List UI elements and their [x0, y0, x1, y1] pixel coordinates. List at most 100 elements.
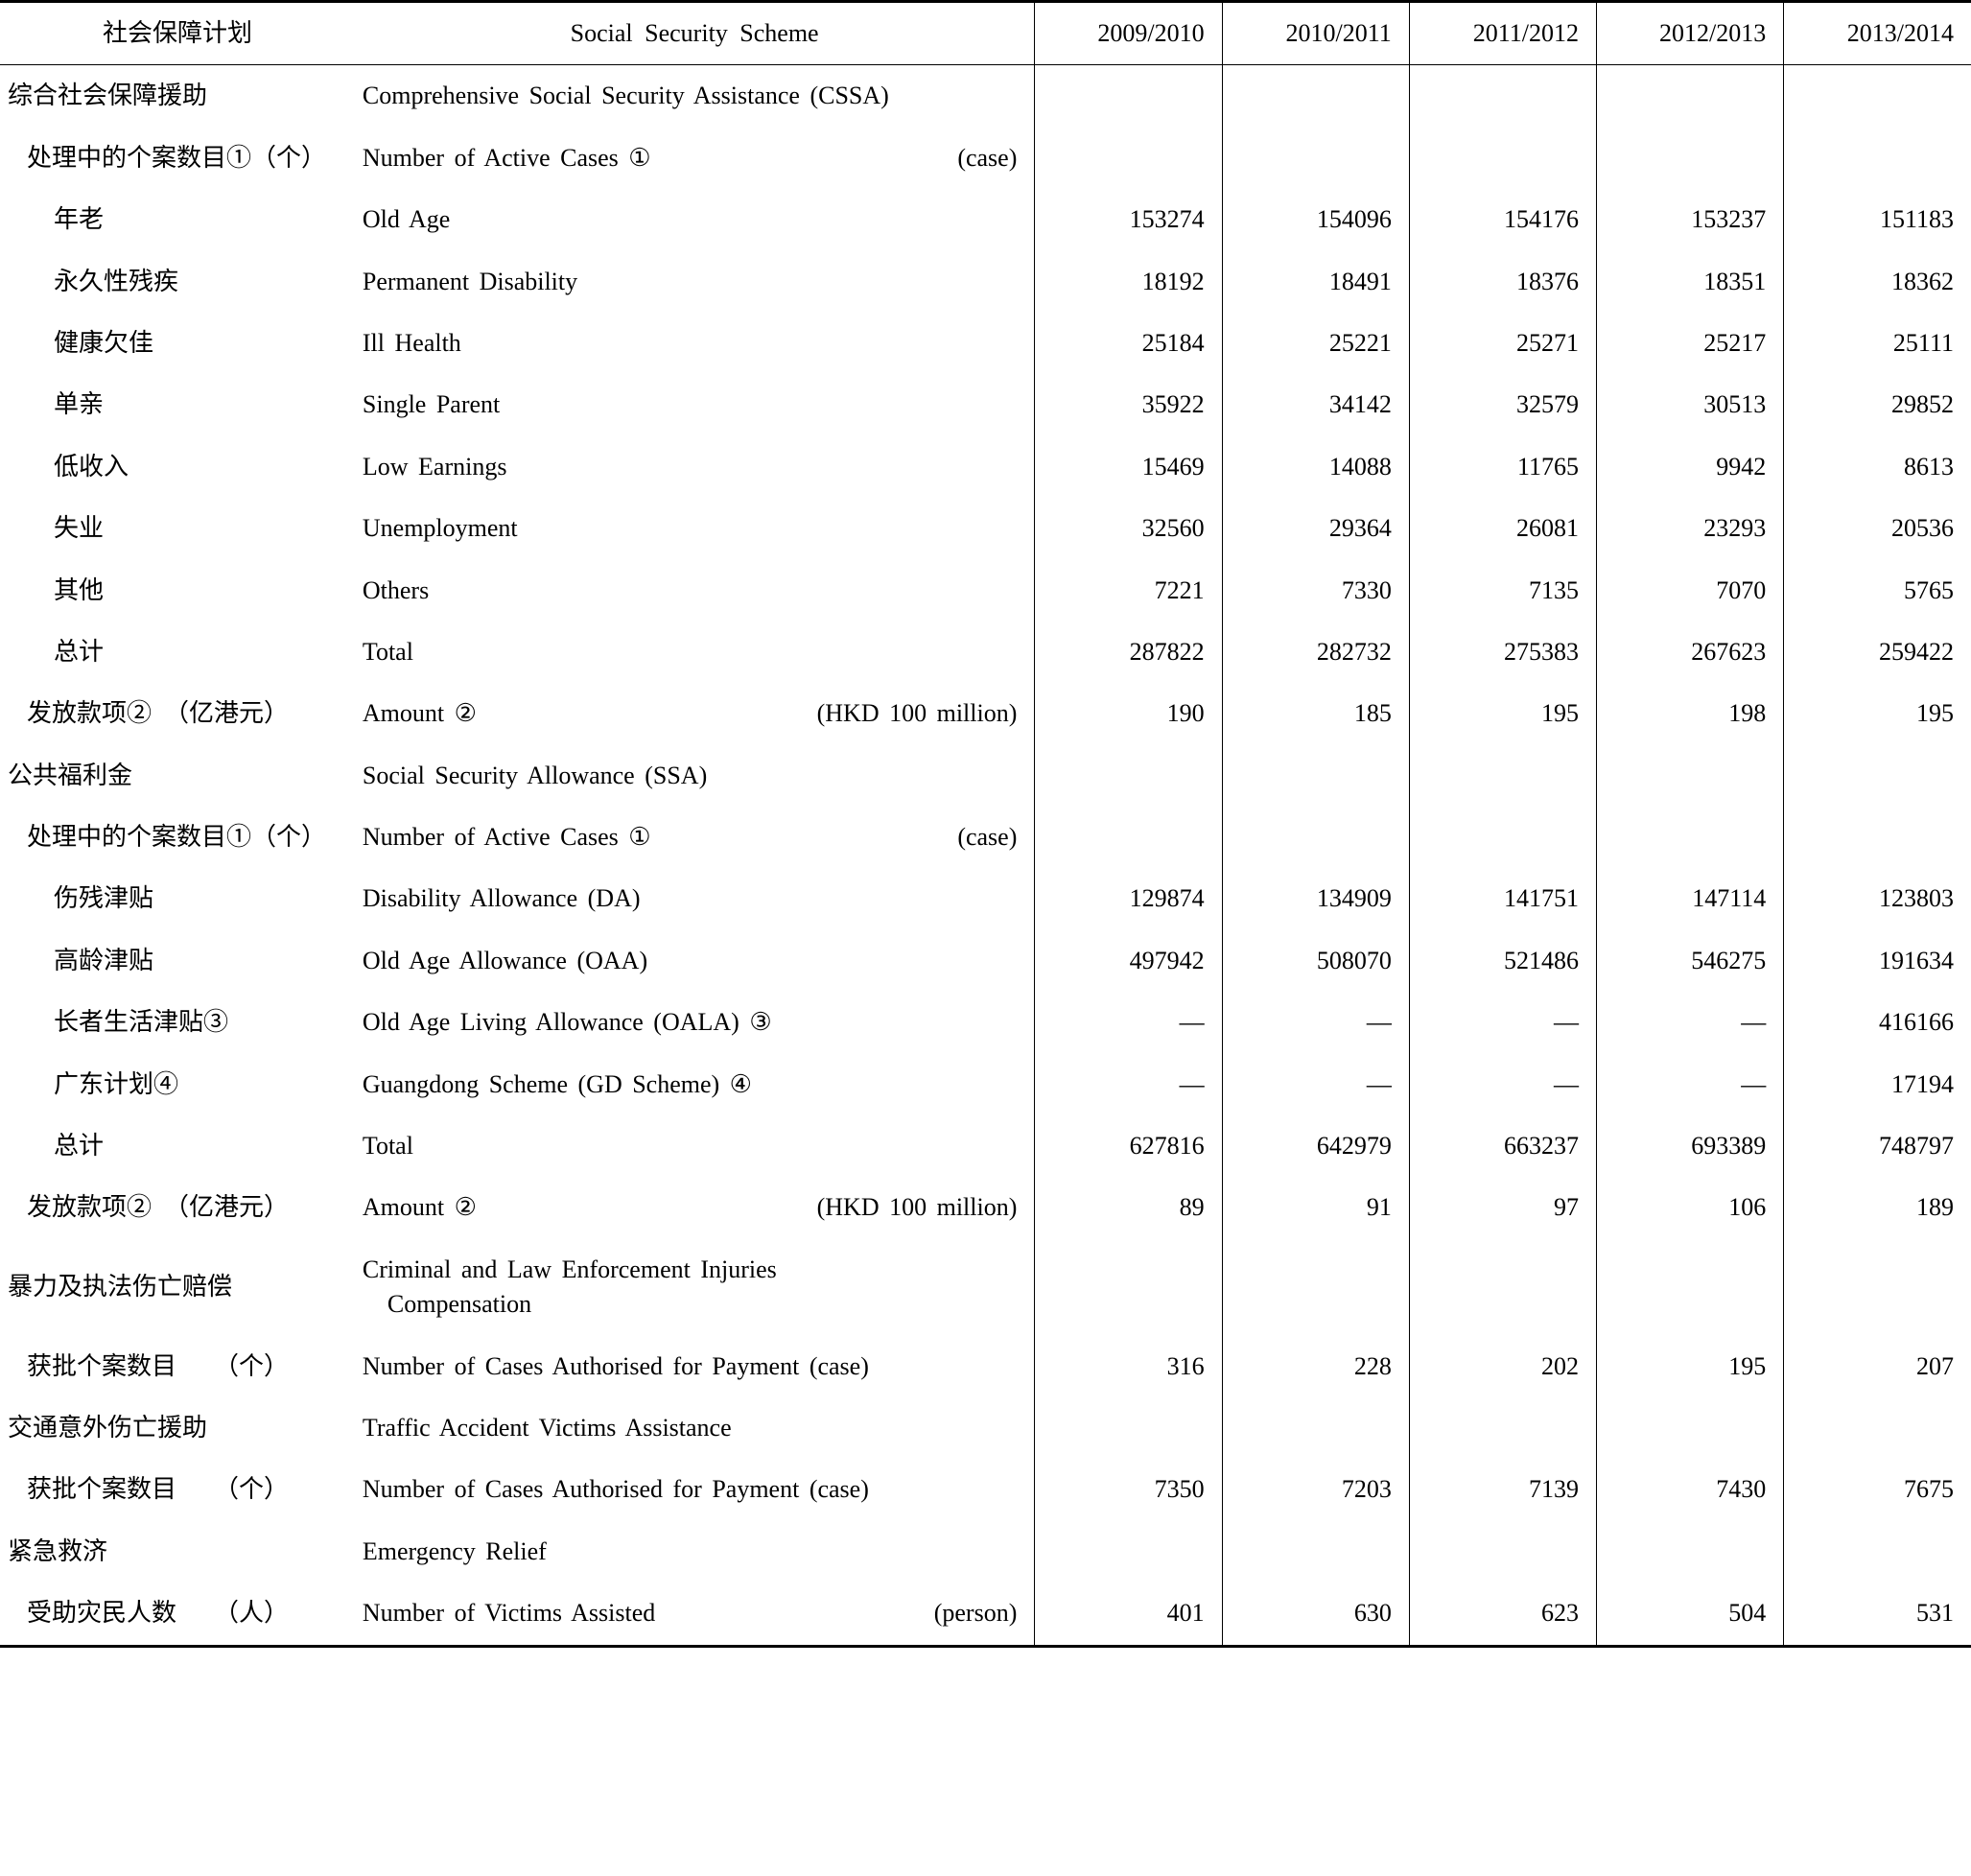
table-row: 伤残津贴Disability Allowance (DA)12987413490…	[0, 868, 1971, 929]
row-label-en: Traffic Accident Victims Assistance	[355, 1397, 1035, 1459]
row-label-en: Single Parent	[355, 374, 1035, 435]
cell-value: 521486	[1409, 930, 1596, 992]
table-row: 长者生活津贴③Old Age Living Allowance (OALA) ③…	[0, 992, 1971, 1053]
table-row: 发放款项② （亿港元）Amount ②(HKD 100 million)8991…	[0, 1177, 1971, 1238]
row-label-en-text: Number of Active Cases ①	[363, 144, 651, 172]
cell-value: 153237	[1597, 189, 1784, 250]
cell-value	[1035, 128, 1222, 189]
header-year-0: 2009/2010	[1035, 2, 1222, 65]
row-label-en: Number of Active Cases ① (case)	[355, 807, 1035, 868]
row-label-en: Old Age	[355, 189, 1035, 250]
cell-value: 123803	[1784, 868, 1971, 929]
cell-value: 7203	[1222, 1459, 1409, 1520]
table-row: 交通意外伤亡援助Traffic Accident Victims Assista…	[0, 1397, 1971, 1459]
row-label-en: Number of Active Cases ① (case)	[355, 128, 1035, 189]
row-unit-en: (case)	[957, 141, 1026, 176]
header-scheme-en: Social Security Scheme	[355, 2, 1035, 65]
cell-value: —	[1597, 992, 1784, 1053]
cell-value: 228	[1222, 1336, 1409, 1397]
cell-value: 623	[1409, 1583, 1596, 1646]
cell-value: 35922	[1035, 374, 1222, 435]
cell-value: 25111	[1784, 313, 1971, 374]
header-year-2: 2011/2012	[1409, 2, 1596, 65]
cell-value: 185	[1222, 683, 1409, 744]
cell-value: 497942	[1035, 930, 1222, 992]
row-unit-en: (person)	[934, 1596, 1027, 1630]
cell-value: 282732	[1222, 621, 1409, 683]
cell-value	[1597, 1397, 1784, 1459]
cell-value: 8613	[1784, 436, 1971, 498]
cell-value: 663237	[1409, 1115, 1596, 1177]
cell-value: 154096	[1222, 189, 1409, 250]
row-label-en: Number of Victims Assisted (person)	[355, 1583, 1035, 1646]
cell-value: —	[1409, 992, 1596, 1053]
row-label-en: Emergency Relief	[355, 1521, 1035, 1583]
row-label-cn: 受助灾民人数 （人）	[0, 1583, 355, 1646]
table-header: 社会保障计划 Social Security Scheme 2009/2010 …	[0, 2, 1971, 65]
row-label-en: Permanent Disability	[355, 251, 1035, 313]
cell-value	[1035, 1397, 1222, 1459]
row-label-cn: 处理中的个案数目①（个）	[0, 807, 355, 868]
cell-value: 190	[1035, 683, 1222, 744]
row-label-cn: 高龄津贴	[0, 930, 355, 992]
cell-value: 147114	[1597, 868, 1784, 929]
row-unit-en: (case)	[957, 820, 1026, 855]
cell-value: 20536	[1784, 498, 1971, 559]
cell-value	[1035, 807, 1222, 868]
row-label-cn: 总计	[0, 621, 355, 683]
row-label-en: Disability Allowance (DA)	[355, 868, 1035, 929]
cell-value: 91	[1222, 1177, 1409, 1238]
table-row: 获批个案数目 （个）Number of Cases Authorised for…	[0, 1459, 1971, 1520]
table-row: 受助灾民人数 （人） Number of Victims Assisted (per…	[0, 1583, 1971, 1646]
cell-value	[1409, 1239, 1596, 1336]
cell-value: 259422	[1784, 621, 1971, 683]
row-label-cn: 暴力及执法伤亡赔偿	[0, 1239, 355, 1336]
cell-value	[1597, 807, 1784, 868]
row-label-en-text: Number of Victims Assisted	[363, 1599, 655, 1627]
row-label-en: Unemployment	[355, 498, 1035, 559]
cell-value: 11765	[1409, 436, 1596, 498]
row-label-cn: 发放款项② （亿港元）	[0, 1177, 355, 1238]
cell-value: 97	[1409, 1177, 1596, 1238]
cell-value: 5765	[1784, 560, 1971, 621]
cell-value: 25271	[1409, 313, 1596, 374]
cell-value	[1409, 1521, 1596, 1583]
row-label-cn: 年老	[0, 189, 355, 250]
cell-value: —	[1035, 1054, 1222, 1115]
cell-value: 154176	[1409, 189, 1596, 250]
table-row: 总计Total287822282732275383267623259422	[0, 621, 1971, 683]
cell-value: 7330	[1222, 560, 1409, 621]
cell-value: 151183	[1784, 189, 1971, 250]
cell-value	[1035, 65, 1222, 128]
table-row: 公共福利金Social Security Allowance (SSA)	[0, 745, 1971, 807]
cell-value: 7139	[1409, 1459, 1596, 1520]
cell-value: 30513	[1597, 374, 1784, 435]
cell-value: —	[1222, 992, 1409, 1053]
table-body: 综合社会保障援助Comprehensive Social Security As…	[0, 65, 1971, 1646]
cell-value: 32560	[1035, 498, 1222, 559]
cell-value	[1035, 1239, 1222, 1336]
table-row: 低收入Low Earnings15469140881176599428613	[0, 436, 1971, 498]
row-label-cn: 失业	[0, 498, 355, 559]
cell-value: 32579	[1409, 374, 1596, 435]
cell-value	[1597, 1239, 1784, 1336]
row-label-cn: 低收入	[0, 436, 355, 498]
row-label-en-text: Number of Active Cases ①	[363, 823, 651, 851]
row-label-cn: 广东计划④	[0, 1054, 355, 1115]
table-row: 单亲Single Parent3592234142325793051329852	[0, 374, 1971, 435]
cell-value: 508070	[1222, 930, 1409, 992]
cell-value: 29364	[1222, 498, 1409, 559]
cell-value: —	[1597, 1054, 1784, 1115]
cell-value: 7221	[1035, 560, 1222, 621]
row-label-cn: 获批个案数目 （个）	[0, 1459, 355, 1520]
table-row: 处理中的个案数目①（个）Number of Active Cases ①(cas…	[0, 128, 1971, 189]
cell-value	[1597, 1521, 1784, 1583]
cell-value: 153274	[1035, 189, 1222, 250]
cell-value: 18351	[1597, 251, 1784, 313]
row-label-en: Old Age Allowance (OAA)	[355, 930, 1035, 992]
cell-value: 89	[1035, 1177, 1222, 1238]
cell-value: 198	[1597, 683, 1784, 744]
cell-value: 531	[1784, 1583, 1971, 1646]
cell-value: 416166	[1784, 992, 1971, 1053]
row-label-en: Amount ②(HKD 100 million)	[355, 683, 1035, 744]
